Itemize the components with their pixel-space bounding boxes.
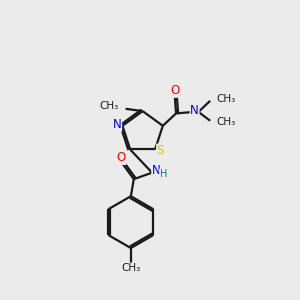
- Text: CH₃: CH₃: [100, 101, 119, 111]
- Text: O: O: [116, 152, 126, 164]
- Text: N: N: [190, 104, 199, 117]
- Text: S: S: [157, 144, 164, 157]
- Text: H: H: [160, 169, 167, 179]
- Text: N: N: [113, 118, 122, 131]
- Text: O: O: [170, 84, 179, 97]
- Text: CH₃: CH₃: [121, 263, 140, 273]
- Text: N: N: [152, 164, 161, 177]
- Text: CH₃: CH₃: [217, 117, 236, 127]
- Text: CH₃: CH₃: [217, 94, 236, 104]
